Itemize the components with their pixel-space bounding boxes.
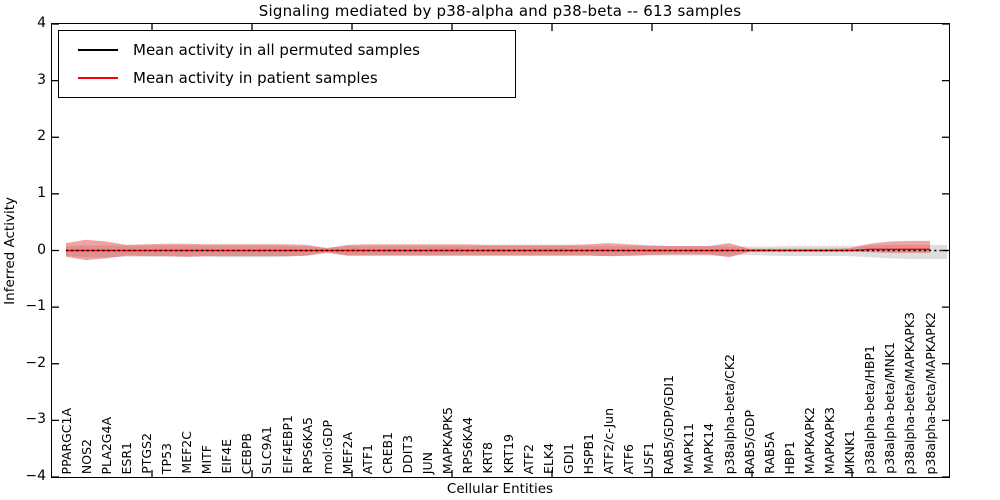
x-category-label: ELK4 xyxy=(540,442,556,474)
x-category-label: USF1 xyxy=(641,441,657,474)
x-axis-title: Cellular Entities xyxy=(446,481,554,497)
y-axis-title-wrap: Inferred Activity xyxy=(0,24,20,477)
x-category-label: KRT8 xyxy=(480,442,496,474)
y-tick-label: 4 xyxy=(37,15,46,31)
x-category-label: ATF2 xyxy=(520,443,536,474)
legend-entry-label: Mean activity in all permuted samples xyxy=(133,41,420,59)
legend-entry: Mean activity in patient samples xyxy=(78,64,515,92)
x-category-label: CEBPB xyxy=(239,432,255,474)
legend-entry-label: Mean activity in patient samples xyxy=(133,69,378,87)
x-category-label: RAB5/GDP/GDI1 xyxy=(661,374,677,474)
x-category-label: KRT19 xyxy=(500,434,516,474)
x-category-label: MAPKAPK2 xyxy=(801,406,817,474)
x-category-label: EIF4E xyxy=(219,439,235,474)
x-category-label: SLC9A1 xyxy=(259,425,275,474)
legend: Mean activity in all permuted samples Mea… xyxy=(58,30,516,98)
chart-canvas xyxy=(52,24,949,477)
plot-frame xyxy=(51,23,950,478)
y-tick-label: 3 xyxy=(37,71,46,88)
x-category-label: CREB1 xyxy=(379,432,395,474)
x-category-label: RAB5A xyxy=(761,432,777,474)
x-category-label: ATF6 xyxy=(621,443,637,474)
x-category-label: PPARGC1A xyxy=(58,407,74,474)
x-category-label: MITF xyxy=(199,444,215,474)
x-category-label: TP53 xyxy=(158,442,174,474)
x-category-label: RPS6KA4 xyxy=(460,417,476,474)
x-category-label: PLA2G4A xyxy=(98,416,114,474)
x-category-label: MAPKAPK3 xyxy=(822,406,838,474)
x-category-label: NOS2 xyxy=(78,438,94,474)
y-tick-label: −2 xyxy=(25,354,46,371)
x-category-label: HSPB1 xyxy=(580,432,596,474)
x-category-label: RAB5/GDP xyxy=(741,409,757,474)
x-category-label: JUN xyxy=(420,451,436,474)
x-category-label: ESR1 xyxy=(118,441,134,474)
y-tick-label: −1 xyxy=(25,298,46,315)
x-category-label: PTGS2 xyxy=(138,433,154,474)
x-category-label: p38alpha-beta/MAPKAPK3 xyxy=(902,311,918,475)
x-category-label: p38alpha-beta/MAPKAPK2 xyxy=(922,311,938,475)
x-category-label: ATF1 xyxy=(359,443,375,474)
x-category-label: MAPKAPK5 xyxy=(440,406,456,474)
x-category-label: HBP1 xyxy=(781,440,797,474)
y-tick-label: 2 xyxy=(37,128,46,145)
x-category-label: p38alpha-beta/HBP1 xyxy=(862,345,878,474)
y-tick-label: −3 xyxy=(25,411,46,428)
x-category-label: MAPK14 xyxy=(701,423,717,474)
x-category-label: p38alpha-beta/MNK1 xyxy=(882,342,898,474)
x-category-label: EIF4EBP1 xyxy=(279,415,295,474)
legend-line-swatch xyxy=(78,77,118,79)
y-tick-label: 0 xyxy=(37,241,46,258)
x-category-label: MEF2C xyxy=(179,431,195,474)
x-category-label: DDIT3 xyxy=(400,435,416,474)
band-permuted-sample-range xyxy=(66,244,947,259)
legend-entry: Mean activity in all permuted samples xyxy=(78,36,515,64)
y-axis-title: Inferred Activity xyxy=(2,196,18,305)
x-category-label: MEF2A xyxy=(339,431,355,474)
x-category-label: mol:GDP xyxy=(319,419,335,474)
x-category-label: GDI1 xyxy=(560,443,576,474)
chart-title: Signaling mediated by p38-alpha and p38-… xyxy=(258,2,742,20)
legend-rows: Mean activity in all permuted samples Mea… xyxy=(78,36,515,92)
x-category-label: p38alpha-beta/CK2 xyxy=(721,353,737,474)
x-category-label: MKNK1 xyxy=(842,429,858,474)
y-tick-label: 1 xyxy=(37,184,46,201)
x-category-label: MAPK11 xyxy=(681,423,697,474)
x-category-label: ATF2/c-Jun xyxy=(601,407,616,474)
legend-line-swatch xyxy=(78,49,118,51)
y-tick-label: −4 xyxy=(25,468,46,484)
x-category-label: RPS6KA5 xyxy=(299,417,315,474)
